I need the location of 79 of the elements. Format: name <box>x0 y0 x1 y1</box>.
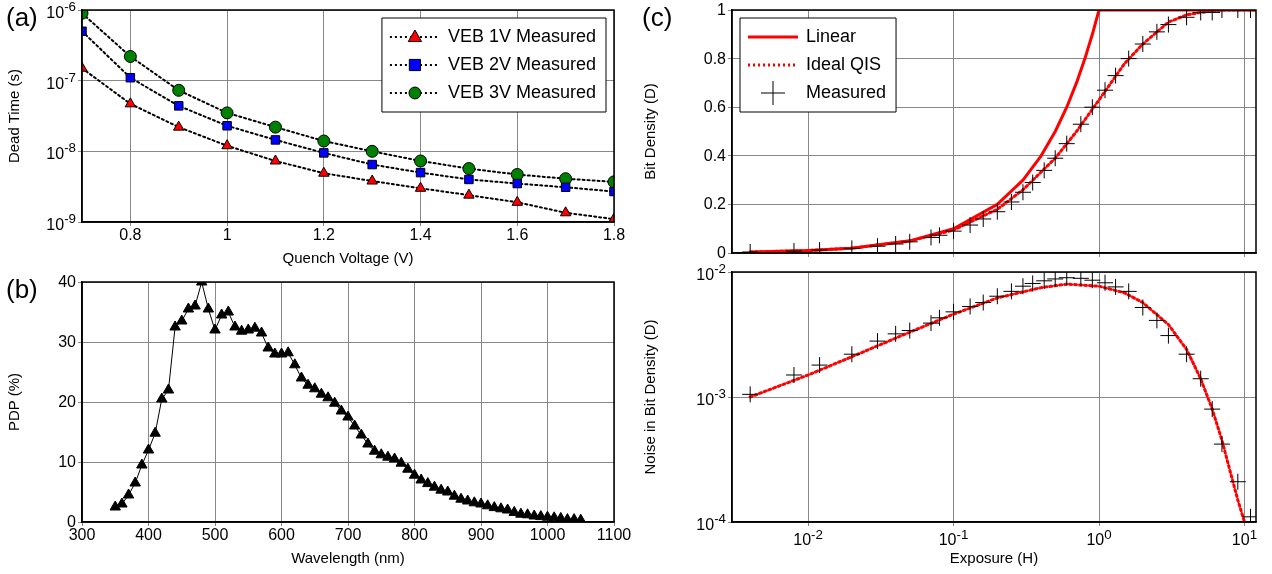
point <box>560 182 571 193</box>
x-tick-label: 1.2 <box>312 226 335 244</box>
x-tick-label: 1.8 <box>602 226 626 244</box>
point <box>365 144 379 158</box>
point <box>173 120 185 131</box>
y-tick-label: 10$^{-4}$ <box>696 510 726 534</box>
x-tick-label: 1.6 <box>506 226 529 244</box>
point <box>221 139 233 150</box>
point <box>414 181 427 192</box>
text: (c) <box>642 2 673 33</box>
text: (b) <box>6 274 38 305</box>
y-tick-label: 30 <box>58 333 76 351</box>
point <box>173 101 184 111</box>
legend-label: Measured <box>806 81 887 102</box>
x-tick-label: 800 <box>401 526 428 544</box>
x-axis-title: Wavelength (nm) <box>291 549 405 567</box>
x-tick-label: 1 <box>222 226 232 244</box>
y-tick-label: 10$^{-2}$ <box>696 260 726 284</box>
point <box>559 206 572 217</box>
y-tick-label: 0.8 <box>703 49 726 68</box>
y-tick-label: 40 <box>58 273 76 291</box>
x-tick-label: 10$^{0}$ <box>1086 526 1112 550</box>
y-tick-label: 10$^{-7}$ <box>46 69 76 93</box>
point <box>172 83 186 97</box>
x-tick-label: 900 <box>467 526 495 544</box>
point <box>366 174 378 185</box>
x-axis-title: Quench Voltage (V) <box>282 249 414 267</box>
y-axis-title: Dead Time (s) <box>5 68 23 164</box>
point <box>268 120 282 134</box>
y-tick-label: 10$^{-8}$ <box>46 139 76 163</box>
point <box>464 174 474 185</box>
point <box>414 154 428 168</box>
x-tick-label: 500 <box>201 526 229 544</box>
point <box>270 135 281 145</box>
point <box>125 73 136 83</box>
point <box>123 49 137 63</box>
text: (a) <box>6 2 38 33</box>
y-tick-label: 20 <box>58 393 76 411</box>
point <box>511 195 523 206</box>
y-axis-title: PDP (%) <box>5 372 23 432</box>
x-tick-label: 1.4 <box>409 226 432 244</box>
x-axis-title: Exposure (H) <box>949 549 1039 567</box>
point <box>319 148 329 158</box>
point <box>367 159 377 170</box>
x-tick-label: 10$^{-2}$ <box>793 526 823 550</box>
point <box>463 188 475 199</box>
point <box>415 167 426 178</box>
legend-label: Linear <box>806 25 857 46</box>
y-tick-label: 10$^{-3}$ <box>696 385 726 409</box>
y-tick-label: 0.2 <box>703 195 726 214</box>
point <box>220 106 234 120</box>
x-tick-label: 400 <box>135 526 162 544</box>
legend-label: VEB 2V Measured <box>447 53 596 74</box>
y-tick-label: 0.6 <box>703 98 726 117</box>
legend-label: VEB 3V Measured <box>447 81 596 102</box>
point <box>124 97 137 108</box>
x-tick-label: 1000 <box>529 526 566 544</box>
y-tick-label: 0.4 <box>703 146 726 165</box>
x-tick-label: 1100 <box>596 526 632 544</box>
x-tick-label: 600 <box>268 526 295 544</box>
y-tick-label: 1 <box>717 1 726 19</box>
point <box>462 162 476 176</box>
x-tick-label: 10$^{1}$ <box>1231 526 1258 550</box>
legend-label: VEB 1V Measured <box>447 25 596 46</box>
point <box>222 121 232 131</box>
point <box>318 166 330 177</box>
y-tick-label: 10$^{-6}$ <box>46 0 76 22</box>
legend-label: Ideal QIS <box>806 53 882 74</box>
point <box>512 178 523 189</box>
x-tick-label: 10$^{-1}$ <box>938 526 969 550</box>
y-tick-label: 10 <box>58 453 76 471</box>
y-axis-title: Bit Density (D) <box>641 83 659 180</box>
x-tick-label: 700 <box>334 526 362 544</box>
point <box>317 134 331 148</box>
y-tick-label: 0 <box>717 244 726 262</box>
x-tick-label: 0.8 <box>119 226 142 244</box>
y-tick-label: 10$^{-9}$ <box>46 210 76 234</box>
point <box>269 154 282 165</box>
y-axis-title: Noise in Bit Density (D) <box>641 319 659 475</box>
